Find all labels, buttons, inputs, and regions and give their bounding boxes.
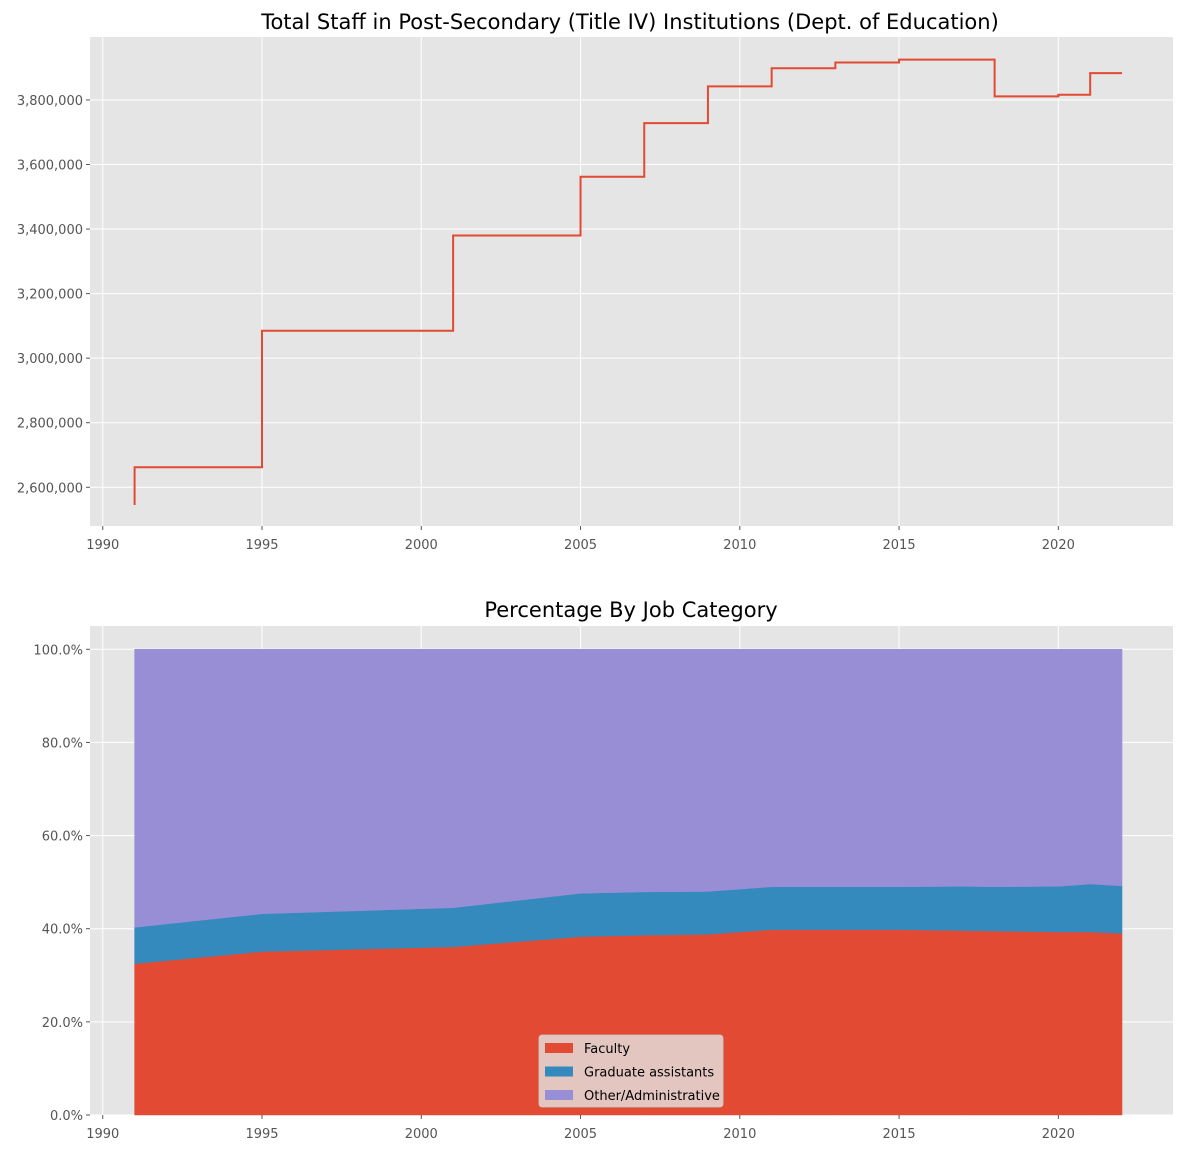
y-tick-label: 2,800,000 (17, 417, 83, 432)
x-tick-label: 1990 (86, 1127, 119, 1142)
x-tick-label: 1995 (245, 538, 278, 553)
x-tick-label: 2015 (883, 1127, 916, 1142)
x-tick-label: 2020 (1042, 1127, 1075, 1142)
chart-title: Total Staff in Post-Secondary (Title IV)… (260, 10, 999, 34)
x-tick-label: 1995 (245, 1127, 278, 1142)
y-tick-label: 3,400,000 (17, 223, 83, 238)
total-staff-chart: Total Staff in Post-Secondary (Title IV)… (17, 10, 1173, 553)
x-axis-ticks: 1990 1995 2000 2005 2010 2015 2020 (86, 526, 1075, 553)
x-tick-label: 2010 (723, 1127, 756, 1142)
x-tick-label: 1990 (86, 538, 119, 553)
y-tick-label: 100.0% (33, 643, 83, 658)
legend-label: Faculty (584, 1042, 630, 1057)
legend-swatch (545, 1090, 573, 1100)
y-tick-label: 80.0% (42, 736, 83, 751)
plot-area (90, 37, 1173, 526)
step-series (133, 58, 1123, 506)
chart-title: Percentage By Job Category (484, 598, 777, 622)
legend-box (538, 1034, 724, 1108)
legend: Faculty Graduate assistants Other/Administ… (538, 1034, 724, 1108)
stacked-areas (134, 649, 1123, 1116)
legend-swatch (545, 1043, 573, 1053)
job-category-chart: Percentage By Job Category 1990 1995 2000 2… (33, 598, 1173, 1142)
legend-label: Graduate assistants (584, 1066, 714, 1081)
y-tick-label: 2,600,000 (17, 481, 83, 496)
staff-step-line (133, 58, 1123, 506)
y-tick-label: 3,000,000 (17, 352, 83, 367)
x-tick-label: 2020 (1042, 538, 1075, 553)
x-tick-label: 2010 (723, 538, 756, 553)
gridlines (90, 37, 1173, 526)
y-axis-ticks: 2,600,000 2,800,000 3,000,000 3,200,000 3,40… (17, 94, 90, 496)
y-tick-label: 3,200,000 (17, 288, 83, 303)
y-tick-label: 3,800,000 (17, 94, 83, 109)
y-tick-label: 0.0% (50, 1109, 83, 1124)
y-tick-label: 40.0% (42, 923, 83, 938)
x-axis-ticks: 1990 1995 2000 2005 2010 2015 2020 (86, 1115, 1075, 1142)
x-tick-label: 2005 (564, 1127, 597, 1142)
other-administrative-area (134, 649, 1123, 928)
x-tick-label: 2015 (883, 538, 916, 553)
x-tick-label: 2005 (564, 538, 597, 553)
y-tick-label: 3,600,000 (17, 158, 83, 173)
legend-label: Other/Administrative (584, 1089, 720, 1104)
x-tick-label: 2000 (405, 1127, 438, 1142)
y-tick-label: 60.0% (42, 830, 83, 845)
legend-swatch (545, 1066, 573, 1077)
y-axis-ticks: 0.0% 20.0% 40.0% 60.0% 80.0% 100.0% (33, 643, 90, 1124)
y-tick-label: 20.0% (42, 1016, 83, 1031)
x-tick-label: 2000 (405, 538, 438, 553)
